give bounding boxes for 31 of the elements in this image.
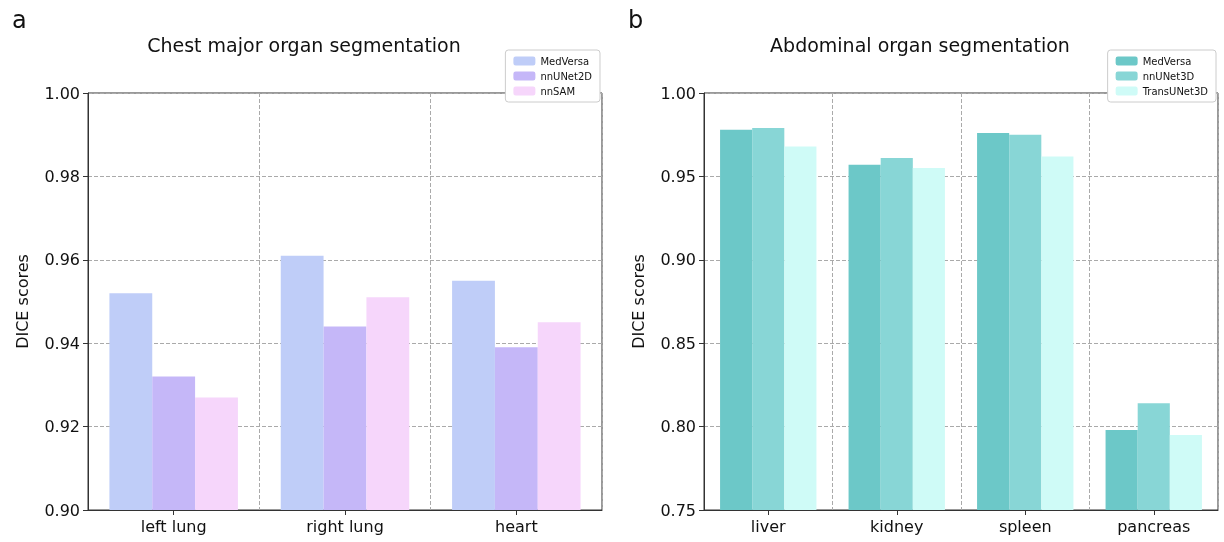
x-tick-label: left lung (140, 516, 207, 536)
legend-label: TransUNet3D (1141, 85, 1209, 97)
x-tick-label: right lung (306, 516, 384, 536)
y-tick-label: 0.80 (660, 417, 696, 437)
text: a (12, 6, 27, 34)
y-tick-label: 0.94 (44, 333, 80, 353)
y-tick-label: 1.00 (44, 83, 80, 103)
text: b (628, 6, 644, 34)
x-tick-label: liver (750, 516, 787, 536)
x-tick-label: heart (495, 516, 538, 536)
y-axis-title: DICE scores (628, 254, 648, 349)
legend-label: nnUNet3D (1142, 70, 1195, 82)
legend-label: MedVersa (540, 55, 590, 67)
chart-title: Chest major organ segmentation (147, 33, 461, 56)
y-tick-label: 0.90 (660, 250, 696, 270)
y-axis-title: DICE scores (12, 254, 32, 349)
y-tick-label: 0.96 (44, 250, 80, 270)
x-tick-label: pancreas (1117, 516, 1191, 536)
y-tick-label: 0.85 (660, 333, 696, 353)
y-tick-label: 0.92 (44, 417, 80, 437)
y-tick-label: 0.75 (660, 500, 696, 520)
y-tick-label: 0.95 (660, 166, 696, 186)
chart-title: Abdominal organ segmentation (770, 33, 1070, 56)
y-tick-label: 0.90 (44, 500, 80, 520)
x-tick-label: spleen (998, 516, 1052, 536)
legend-label: nnSAM (540, 85, 576, 97)
legend-label: MedVersa (1142, 55, 1192, 67)
y-tick-label: 0.98 (44, 166, 80, 186)
y-tick-label: 1.00 (660, 83, 696, 103)
legend-label: nnUNet2D (540, 70, 593, 82)
x-tick-label: kidney (870, 516, 924, 536)
